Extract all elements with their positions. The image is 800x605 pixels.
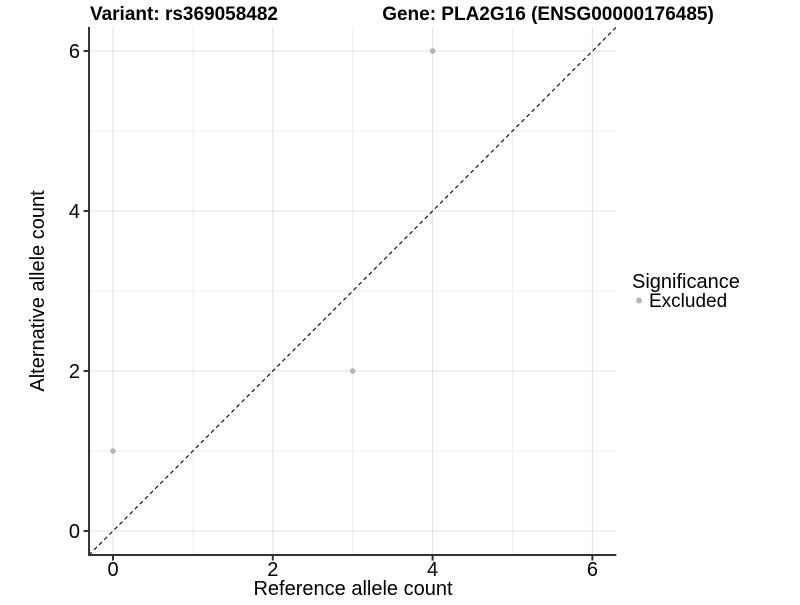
y-axis-label: Alternative allele count xyxy=(27,190,49,392)
minor-gridlines xyxy=(89,27,617,555)
x-tick-label: 0 xyxy=(107,559,118,581)
legend-title: Significance xyxy=(632,271,740,293)
identity-dashed-line xyxy=(88,26,617,556)
major-gridlines xyxy=(89,27,617,555)
x-tick-labels: 0 2 4 6 xyxy=(107,559,598,581)
x-tick-label: 6 xyxy=(587,559,598,581)
y-tick-label: 6 xyxy=(69,41,80,63)
legend-item-label: Excluded xyxy=(649,291,727,312)
x-axis-label: Reference allele count xyxy=(253,578,452,600)
identity-line xyxy=(88,26,617,556)
y-tick-label: 2 xyxy=(69,361,80,383)
data-point xyxy=(110,448,116,454)
x-tick-label: 2 xyxy=(267,559,278,581)
data-point xyxy=(429,48,436,54)
y-tick-labels: 0 2 4 6 xyxy=(69,41,80,543)
plot-title-gene: Gene: PLA2G16 (ENSG00000176485) xyxy=(382,4,714,25)
data-points xyxy=(110,48,436,454)
data-point xyxy=(349,368,356,374)
y-tick-label: 0 xyxy=(69,521,80,543)
x-tick-label: 4 xyxy=(427,559,438,581)
y-tick-label: 4 xyxy=(69,201,80,223)
legend: Significance Excluded xyxy=(632,271,740,312)
plot-title-variant: Variant: rs369058482 xyxy=(90,4,278,25)
axis-lines xyxy=(88,27,617,556)
legend-key-dot xyxy=(636,297,642,304)
axis-tick-marks xyxy=(83,50,594,561)
